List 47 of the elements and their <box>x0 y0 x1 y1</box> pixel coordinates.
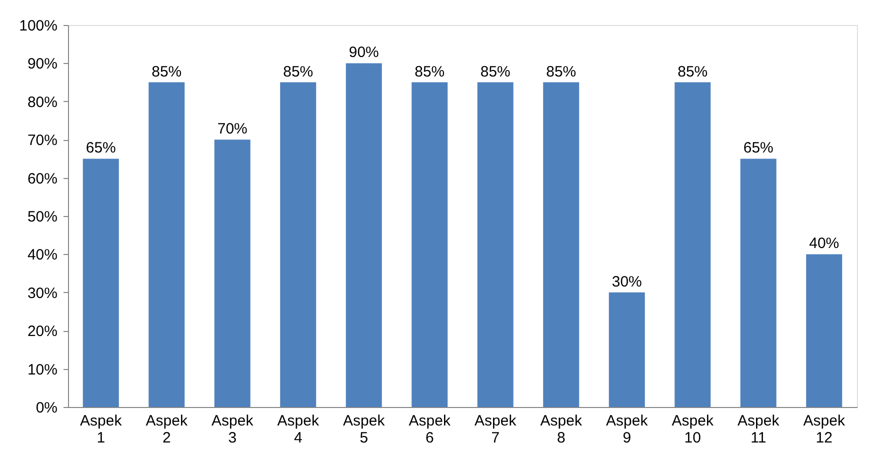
bar <box>412 82 448 407</box>
data-label: 90% <box>348 44 379 62</box>
bar <box>148 82 185 407</box>
bar <box>608 292 645 407</box>
y-tick-label: 40% <box>27 246 58 264</box>
bar <box>214 140 250 407</box>
x-tick-label: Aspek 9 <box>606 412 648 446</box>
data-label: 85% <box>283 63 314 80</box>
data-label: 85% <box>480 63 510 80</box>
x-tick-label: Aspek 5 <box>343 412 386 446</box>
x-tick-label: Aspek 10 <box>672 412 714 446</box>
bar <box>82 158 119 407</box>
y-tick-label: 20% <box>27 323 58 340</box>
data-label: 40% <box>809 235 840 252</box>
y-tick-label: 100% <box>19 18 58 34</box>
x-tick-label: Aspek 2 <box>146 412 188 446</box>
data-label: 85% <box>678 63 708 80</box>
x-tick-label: Aspek 7 <box>474 412 517 446</box>
data-label: 85% <box>152 63 182 80</box>
bar <box>477 82 514 407</box>
x-tick-label: Aspek 8 <box>540 412 582 446</box>
y-tick-label: 50% <box>27 208 58 226</box>
bar <box>674 82 711 407</box>
bar <box>543 82 580 407</box>
x-tick-label: Aspek 3 <box>212 412 254 446</box>
bar <box>280 82 316 407</box>
y-tick-label: 0% <box>36 400 58 416</box>
data-label: 85% <box>546 63 576 80</box>
y-tick-label: 10% <box>27 361 58 378</box>
data-label: 65% <box>743 140 774 157</box>
bar <box>740 158 776 407</box>
x-tick-label: Aspek 11 <box>738 412 780 446</box>
x-tick-label: Aspek 1 <box>80 412 122 446</box>
x-tick-label: Aspek 4 <box>277 412 320 446</box>
y-tick-label: 60% <box>27 170 58 188</box>
y-tick-label: 90% <box>27 56 58 73</box>
y-tick-label: 70% <box>27 132 58 150</box>
y-tick-label: 80% <box>27 94 58 111</box>
bar <box>806 254 842 407</box>
bar <box>346 63 382 407</box>
data-label: 65% <box>86 140 116 157</box>
x-tick-label: Aspek 12 <box>803 412 846 446</box>
y-tick-label: 30% <box>27 284 58 302</box>
data-label: 85% <box>414 63 445 80</box>
data-label: 70% <box>217 120 248 138</box>
x-tick-label: Aspek 6 <box>408 412 451 446</box>
data-label: 30% <box>612 273 642 290</box>
